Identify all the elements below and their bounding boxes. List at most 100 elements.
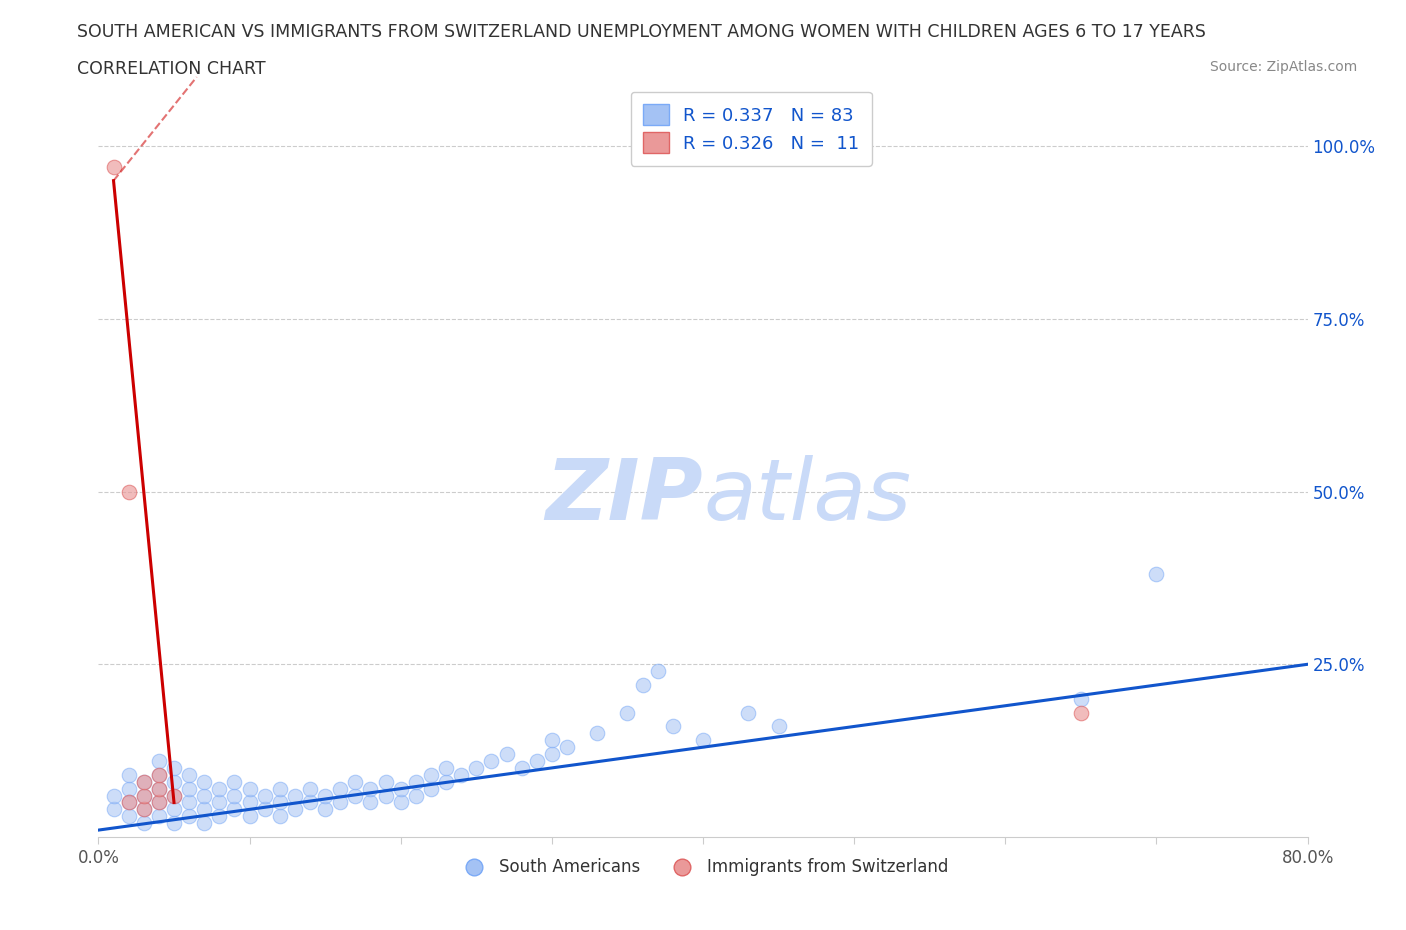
Point bbox=[299, 781, 322, 796]
Point bbox=[314, 802, 336, 817]
Text: Source: ZipAtlas.com: Source: ZipAtlas.com bbox=[1209, 60, 1357, 74]
Point bbox=[374, 788, 396, 803]
Point bbox=[269, 809, 291, 824]
Point bbox=[284, 788, 307, 803]
Point bbox=[329, 781, 352, 796]
Point bbox=[768, 719, 790, 734]
Point bbox=[148, 753, 170, 768]
Point bbox=[284, 802, 307, 817]
Text: CORRELATION CHART: CORRELATION CHART bbox=[77, 60, 266, 78]
Point bbox=[239, 809, 262, 824]
Point bbox=[103, 159, 125, 174]
Point bbox=[420, 767, 443, 782]
Point bbox=[224, 775, 246, 790]
Point bbox=[329, 795, 352, 810]
Point bbox=[163, 816, 186, 830]
Point bbox=[179, 767, 201, 782]
Point bbox=[224, 788, 246, 803]
Point bbox=[269, 781, 291, 796]
Point bbox=[510, 761, 533, 776]
Point bbox=[118, 767, 141, 782]
Point bbox=[1144, 567, 1167, 582]
Point bbox=[132, 802, 155, 817]
Point bbox=[344, 788, 367, 803]
Point bbox=[132, 816, 155, 830]
Point bbox=[148, 767, 170, 782]
Point bbox=[148, 809, 170, 824]
Point bbox=[179, 809, 201, 824]
Point bbox=[555, 739, 578, 754]
Point bbox=[1070, 705, 1092, 720]
Point bbox=[132, 788, 155, 803]
Point bbox=[193, 802, 215, 817]
Point bbox=[450, 767, 472, 782]
Point bbox=[661, 719, 683, 734]
Point bbox=[465, 761, 488, 776]
Point bbox=[299, 795, 322, 810]
Point bbox=[163, 775, 186, 790]
Point bbox=[239, 781, 262, 796]
Point bbox=[586, 726, 609, 741]
Point bbox=[148, 795, 170, 810]
Point bbox=[118, 795, 141, 810]
Point bbox=[526, 753, 548, 768]
Point bbox=[389, 795, 412, 810]
Point bbox=[163, 788, 186, 803]
Point bbox=[103, 788, 125, 803]
Point bbox=[405, 775, 427, 790]
Point bbox=[631, 678, 654, 693]
Point bbox=[481, 753, 503, 768]
Point bbox=[1070, 691, 1092, 706]
Point bbox=[253, 802, 276, 817]
Point bbox=[163, 788, 186, 803]
Point bbox=[132, 775, 155, 790]
Point bbox=[208, 795, 231, 810]
Point bbox=[253, 788, 276, 803]
Point bbox=[374, 775, 396, 790]
Point bbox=[118, 809, 141, 824]
Point bbox=[360, 795, 382, 810]
Point bbox=[118, 781, 141, 796]
Point bbox=[148, 781, 170, 796]
Point bbox=[163, 761, 186, 776]
Point bbox=[148, 781, 170, 796]
Point bbox=[647, 664, 669, 679]
Point bbox=[193, 788, 215, 803]
Point bbox=[540, 733, 562, 748]
Point bbox=[434, 761, 457, 776]
Point bbox=[163, 802, 186, 817]
Point bbox=[208, 781, 231, 796]
Point bbox=[193, 775, 215, 790]
Legend: South Americans, Immigrants from Switzerland: South Americans, Immigrants from Switzer… bbox=[451, 852, 955, 883]
Point bbox=[118, 795, 141, 810]
Point bbox=[405, 788, 427, 803]
Text: ZIP: ZIP bbox=[546, 455, 703, 538]
Point bbox=[148, 795, 170, 810]
Point bbox=[540, 747, 562, 762]
Point bbox=[692, 733, 714, 748]
Point bbox=[179, 781, 201, 796]
Point bbox=[103, 802, 125, 817]
Point bbox=[616, 705, 638, 720]
Point bbox=[179, 795, 201, 810]
Point bbox=[344, 775, 367, 790]
Point bbox=[495, 747, 517, 762]
Point bbox=[239, 795, 262, 810]
Point bbox=[132, 788, 155, 803]
Point bbox=[132, 775, 155, 790]
Point bbox=[118, 485, 141, 499]
Point bbox=[132, 802, 155, 817]
Point bbox=[314, 788, 336, 803]
Point bbox=[434, 775, 457, 790]
Point bbox=[208, 809, 231, 824]
Point bbox=[389, 781, 412, 796]
Text: atlas: atlas bbox=[703, 455, 911, 538]
Point bbox=[224, 802, 246, 817]
Point bbox=[737, 705, 759, 720]
Point bbox=[420, 781, 443, 796]
Point bbox=[360, 781, 382, 796]
Point bbox=[269, 795, 291, 810]
Point bbox=[193, 816, 215, 830]
Point bbox=[148, 767, 170, 782]
Text: SOUTH AMERICAN VS IMMIGRANTS FROM SWITZERLAND UNEMPLOYMENT AMONG WOMEN WITH CHIL: SOUTH AMERICAN VS IMMIGRANTS FROM SWITZE… bbox=[77, 23, 1206, 41]
